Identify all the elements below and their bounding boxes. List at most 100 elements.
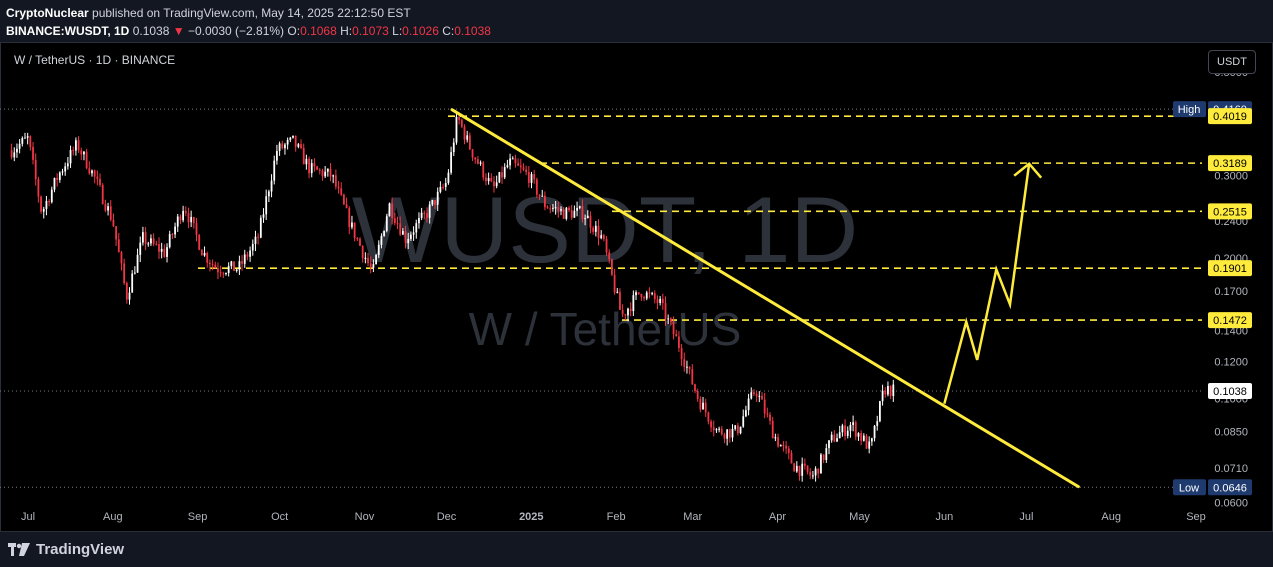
candle-body	[278, 143, 281, 151]
high-label: H:	[340, 24, 353, 38]
candle-body	[150, 238, 152, 244]
candle-body	[187, 213, 190, 223]
candle-body	[546, 207, 549, 209]
time-tick-label: 2025	[519, 511, 543, 523]
candle-body	[128, 292, 131, 300]
candle-body	[844, 425, 846, 436]
publish-line: CryptoNuclear published on TradingView.c…	[6, 4, 491, 22]
price-axis[interactable]: 0.50000.40000.30000.24000.20000.17000.14…	[1173, 67, 1252, 509]
descending-trendline[interactable]	[450, 108, 1080, 489]
currency-button[interactable]: USDT	[1208, 50, 1256, 74]
candle-body	[589, 215, 592, 228]
candle-body	[460, 119, 463, 127]
candle-body	[40, 196, 42, 212]
candle-body	[334, 175, 337, 187]
candle-body	[511, 158, 514, 160]
candle-body	[238, 261, 241, 270]
tradingview-logo[interactable]: TradingView	[8, 541, 124, 558]
candle-body	[621, 309, 624, 315]
candle-body	[104, 204, 107, 211]
candle-body	[214, 264, 217, 269]
candle-body	[715, 429, 718, 431]
candle-body	[828, 440, 830, 449]
horizontal-levels[interactable]	[198, 115, 1202, 321]
candle-body	[61, 171, 64, 173]
drawings[interactable]	[450, 108, 1080, 489]
candle-body	[576, 207, 578, 211]
publisher-name[interactable]: CryptoNuclear	[6, 6, 89, 20]
candle-body	[321, 170, 324, 177]
candle-body	[801, 463, 804, 476]
candle-body	[168, 234, 171, 248]
projection-path[interactable]	[943, 163, 1031, 405]
arrow-head-icon	[1013, 161, 1043, 179]
candle-body	[284, 144, 286, 149]
candle-body	[69, 150, 72, 164]
candle-body	[147, 243, 150, 245]
level-price-tag-bg	[1208, 312, 1252, 329]
candle-body	[83, 151, 85, 155]
candle-body	[48, 201, 51, 203]
candle-body	[144, 232, 147, 244]
candle-body	[873, 425, 876, 439]
candle-body	[881, 390, 884, 402]
candle-body	[26, 136, 29, 138]
candle-body	[686, 366, 688, 368]
candle-body	[745, 410, 747, 417]
level-price-tag: 0.1901	[1213, 263, 1247, 275]
candle-body	[755, 394, 758, 397]
candle-body	[479, 162, 482, 164]
candle-body	[560, 209, 562, 211]
candle-body	[136, 254, 139, 273]
candle-body	[410, 234, 412, 239]
candle-body	[573, 210, 576, 218]
candle-body	[262, 214, 265, 218]
candle-body	[324, 171, 327, 177]
candle-body	[251, 243, 254, 251]
candle-body	[817, 468, 820, 474]
candle-body	[267, 191, 270, 197]
candle-body	[123, 263, 126, 284]
candle-body	[798, 465, 801, 476]
candle-body	[179, 216, 182, 221]
candle-body	[447, 172, 450, 184]
candle-body	[892, 384, 895, 397]
candle-body	[597, 225, 600, 239]
candle-body	[613, 274, 616, 293]
candle-body	[653, 293, 656, 300]
candle-body	[182, 210, 185, 221]
time-axis[interactable]: Jul Aug Sep Oct Nov Dec 2025 Feb Mar Apr May Jun Jul…	[21, 511, 1206, 523]
candle-body	[133, 272, 136, 274]
low-tag-value: 0.0646	[1213, 482, 1247, 494]
candle-body	[53, 177, 56, 190]
candle-body	[812, 475, 814, 477]
candle-body	[211, 264, 214, 266]
candle-body	[18, 143, 21, 149]
candle-body	[431, 200, 434, 205]
candle-body	[297, 144, 300, 147]
symbol-line: BINANCE:WUSDT, 1D	[6, 24, 130, 38]
tradingview-logo-icon	[8, 542, 30, 556]
candle-body	[37, 179, 40, 197]
candle-body	[525, 169, 528, 173]
candle-body	[793, 463, 796, 472]
low-value: 0.1026	[402, 24, 439, 38]
candle-body	[345, 204, 348, 208]
candle-body	[192, 216, 195, 224]
candle-body	[605, 238, 608, 253]
candle-body	[444, 183, 447, 187]
candle-body	[814, 468, 817, 476]
candle-body	[471, 149, 474, 158]
time-tick-label: Nov	[355, 511, 375, 523]
price-tick-label: 0.0600	[1214, 497, 1248, 509]
candle-body	[257, 236, 260, 238]
level-price-tag: 0.4019	[1213, 111, 1247, 123]
high-tag-label: High	[1178, 104, 1201, 116]
candle-body	[364, 257, 367, 259]
chart-pane[interactable]	[0, 42, 1273, 532]
publish-header: CryptoNuclear published on TradingView.c…	[6, 4, 491, 40]
candle-body	[281, 143, 284, 149]
candle-body	[616, 291, 619, 293]
candle-body	[627, 308, 629, 316]
